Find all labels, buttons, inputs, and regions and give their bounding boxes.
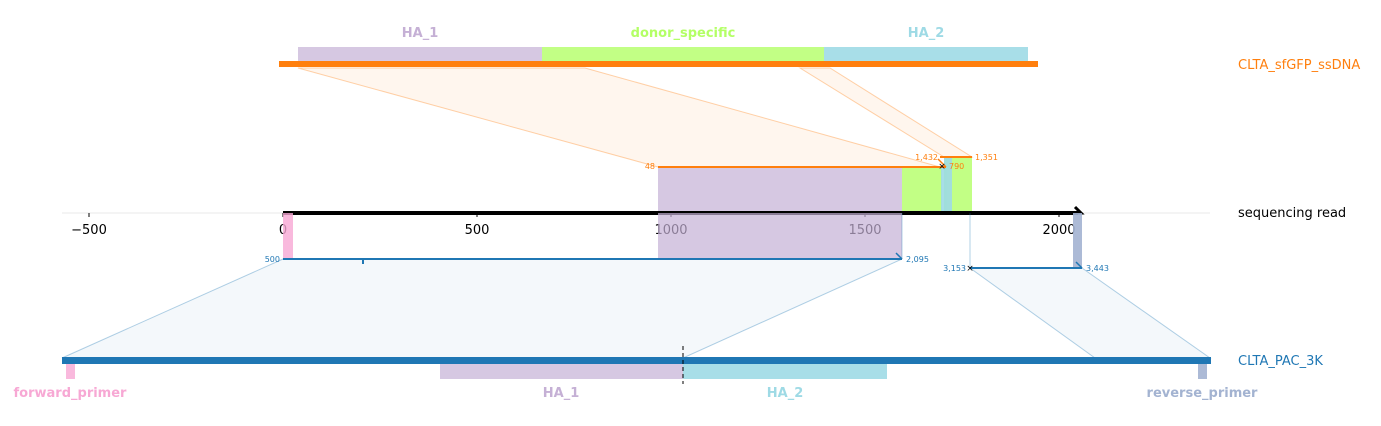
target-alignment-connector-left (61, 258, 903, 359)
target-feature-ha1-bar (440, 363, 683, 379)
target-right-end-label: 3,443 (1086, 264, 1109, 273)
target-alignment-mark: × (966, 264, 974, 274)
target-feature-ha2-label: HA_2 (767, 386, 804, 401)
x-axis-ticks: −5000500100015002000 (71, 213, 1076, 238)
target-alignment-connector-right (968, 267, 1212, 359)
target-feature-forward-primer-bar (66, 363, 75, 379)
target-alignment-right-arrow (1075, 261, 1083, 269)
x-axis-tick-label: 500 (465, 223, 490, 238)
read-donor-alignments: × 48 1,432 790 1,351 (645, 153, 998, 213)
donor-left-start-label: 48 (645, 162, 655, 171)
donor-feature-donor-specific-bar (542, 47, 824, 62)
donor-feature-ha1-label: HA_1 (402, 26, 439, 41)
target-alignments: × 500 2,095 3,153 3,443 (61, 213, 1212, 359)
donor-alignment-arrow (937, 158, 947, 168)
donor-right-end-label: 790 (949, 162, 964, 171)
donor-feature-ha2-bar (824, 47, 1028, 62)
target-right-start-label: 3,153 (943, 264, 966, 273)
target-left-end-label: 2,095 (906, 255, 929, 264)
donor-feature-ha2-label: HA_2 (908, 26, 945, 41)
x-axis-tick-label: 2000 (1042, 223, 1075, 238)
read-ha1-block (658, 167, 902, 213)
x-axis-tick-label: −500 (71, 223, 107, 238)
target-sequence-label: CLTA_PAC_3K (1238, 354, 1323, 369)
donor-sequence-label: CLTA_sfGFP_ssDNA (1238, 58, 1360, 73)
donor-feature-donor-specific-label: donor_specific (631, 26, 736, 41)
donor-feature-ha1-bar (298, 47, 542, 62)
x-axis: −5000500100015002000 (62, 212, 1210, 238)
read-reverse-primer-block (1073, 213, 1082, 268)
sequencing-read-label: sequencing read (1238, 206, 1346, 221)
sequencing-read-arrowhead (1073, 205, 1085, 215)
donor-right-start-label: 1,351 (975, 153, 998, 162)
donor-mid-end-label: 1,432 (915, 153, 938, 162)
target-feature-reverse-primer-label: reverse_primer (1147, 386, 1259, 401)
read-ha1-lower-block (658, 213, 902, 259)
read-forward-primer-block (283, 213, 293, 259)
target-alignment-left-arrow (895, 252, 903, 260)
read-small-ha2-block (944, 157, 952, 213)
target-feature-ha1-label: HA_1 (543, 386, 580, 401)
target-feature-ha2-bar (683, 363, 887, 379)
target-feature-reverse-primer-bar (1198, 363, 1207, 379)
donor-alignment-mark: × (938, 162, 946, 172)
donor-sequence: HA_1 donor_specific HA_2 (279, 26, 1038, 168)
target-feature-forward-primer-label: forward_primer (14, 386, 128, 401)
read-donor-specific-block (902, 167, 942, 213)
target-left-start-label: 500 (265, 255, 280, 264)
donor-sequence-line (279, 61, 1038, 67)
target-sequence-line (62, 357, 1211, 364)
target-sequence: forward_primer HA_1 HA_2 reverse_primer (14, 346, 1259, 401)
